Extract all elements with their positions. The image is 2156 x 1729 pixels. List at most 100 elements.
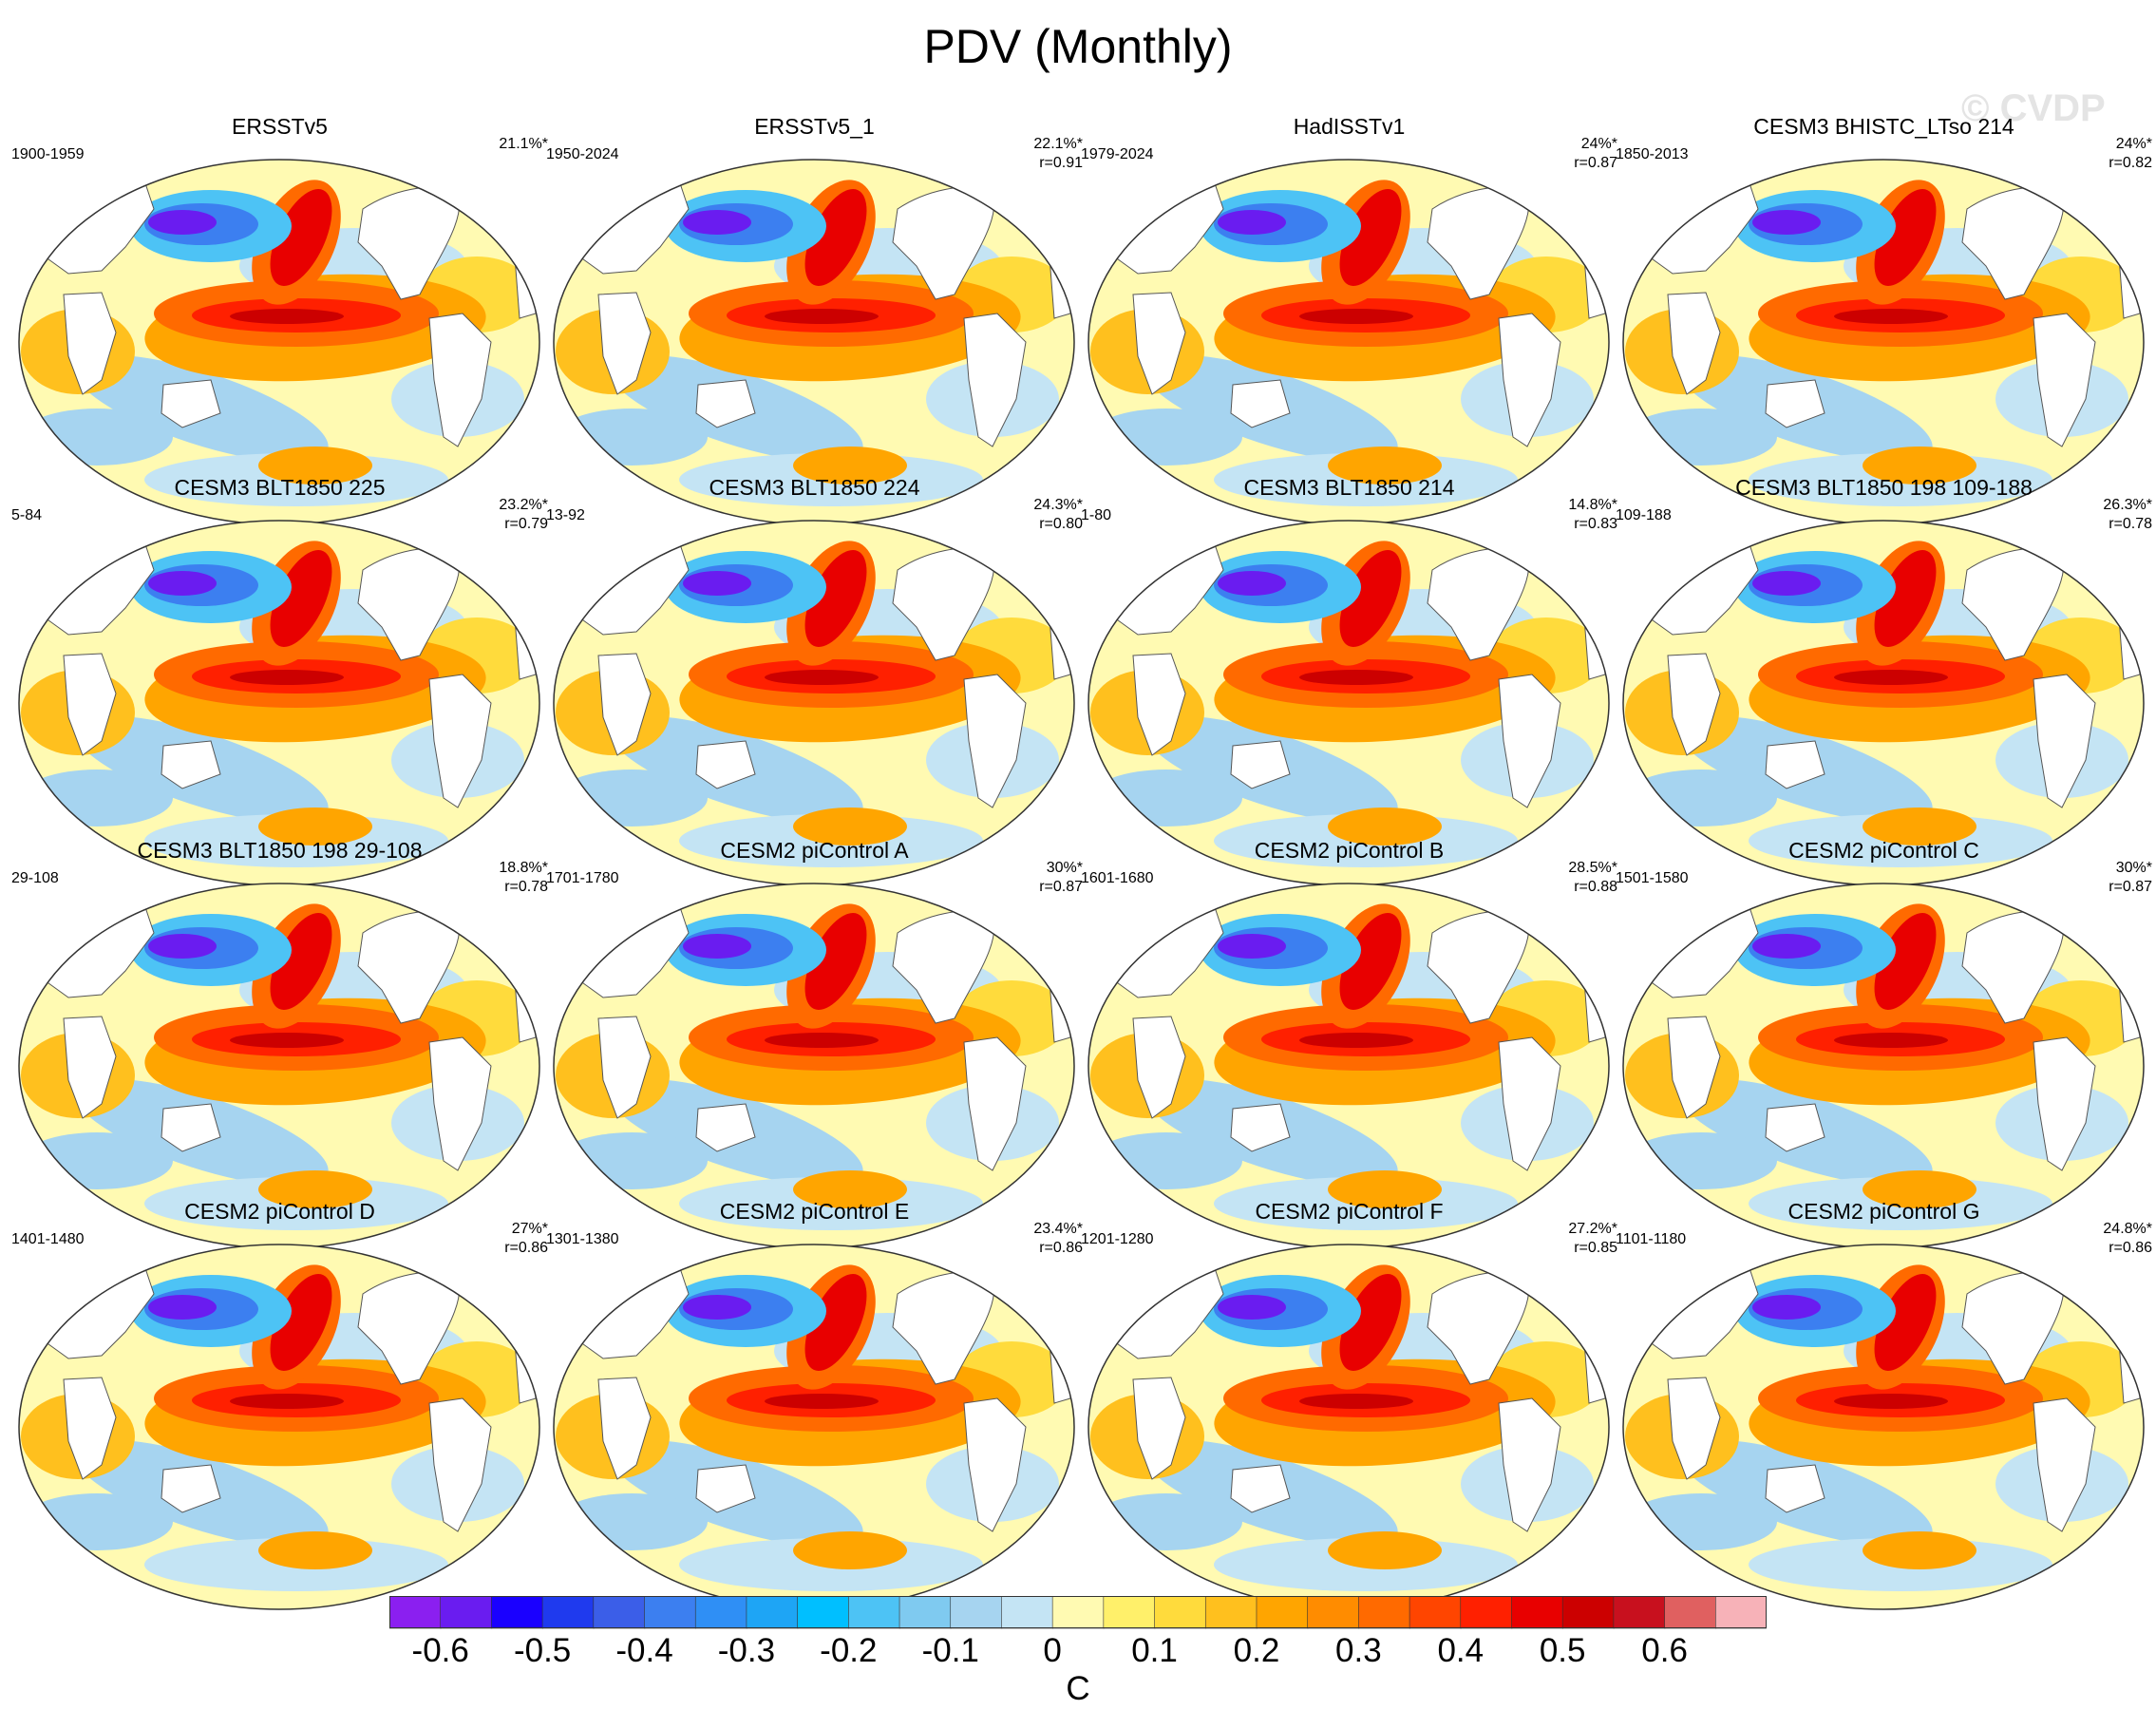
panel-correlation: r=0.78 (504, 879, 548, 895)
colorbar-bin (644, 1596, 697, 1629)
colorbar-bin (797, 1596, 850, 1629)
panel-variance-pct: 14.8%* (1568, 497, 1617, 513)
panel-title: ERSSTv5 (232, 114, 328, 139)
map-panel: CESM3 BLT1850 214 1-80 14.8%* r=0.83 (1081, 475, 1617, 902)
panel-variance-pct: 30%* (1046, 860, 1083, 876)
panel-title: CESM3 BLT1850 225 (174, 475, 386, 500)
panel-title: ERSSTv5_1 (754, 114, 875, 139)
panel-years: 5-84 (11, 507, 43, 523)
panel-stats: 27.2%* r=0.85 (1568, 1220, 1617, 1258)
panel-stats: 14.8%* r=0.83 (1568, 496, 1617, 534)
colorbar-bin (1001, 1596, 1053, 1629)
map-panel: CESM3 BLT1850 225 5-84 23.2%* r=0.79 (11, 475, 548, 902)
panel-variance-pct: 18.8%* (499, 860, 548, 876)
colorbar-bin (1204, 1596, 1258, 1629)
panel-variance-pct: 24%* (1580, 136, 1617, 152)
colorbar-tick-label: -0.1 (921, 1632, 979, 1669)
pdv-pattern-map (18, 520, 540, 886)
panel-variance-pct: 24%* (2115, 136, 2152, 152)
colorbar-bin (694, 1596, 747, 1629)
pdv-pattern-map (553, 159, 1075, 525)
panel-correlation: r=0.80 (1039, 516, 1083, 532)
panel-correlation: r=0.86 (504, 1240, 548, 1256)
pdv-pattern-map (1622, 520, 2145, 886)
colorbar-bin (1613, 1596, 1666, 1629)
panel-years: 1-80 (1081, 507, 1112, 523)
colorbar-bin (950, 1596, 1003, 1629)
colorbar-bin (1714, 1596, 1767, 1629)
panel-title: HadISSTv1 (1293, 114, 1406, 139)
pdv-pattern-map (1087, 520, 1610, 886)
map-panel: ERSSTv5_1 1950-2024 22.1%* r=0.91 (546, 114, 1083, 542)
panel-correlation: r=0.91 (1039, 155, 1083, 171)
pdv-pattern-map (18, 1244, 540, 1610)
panel-title: CESM2 piControl C (1788, 838, 1979, 863)
colorbar-bin (898, 1596, 952, 1629)
map-panel: CESM2 piControl D 1401-1480 27%* r=0.86 (11, 1199, 548, 1626)
panel-years: 13-92 (546, 507, 585, 523)
colorbar-bin (848, 1596, 900, 1629)
pdv-pattern-map (553, 520, 1075, 886)
panel-correlation: r=0.85 (1574, 1240, 1617, 1256)
map-panel: CESM2 piControl C 1501-1580 30%* r=0.87 (1616, 838, 2152, 1265)
colorbar-tick-label: 0.2 (1233, 1632, 1280, 1669)
colorbar-tick-label: -0.3 (717, 1632, 776, 1669)
panel-stats: 28.5%* r=0.88 (1568, 859, 1617, 897)
panel-variance-pct: 27.2%* (1568, 1221, 1617, 1237)
colorbar-bin (1358, 1596, 1410, 1629)
colorbar-bin (1256, 1596, 1309, 1629)
colorbar-bin (746, 1596, 799, 1629)
colorbar-tick-label: -0.4 (615, 1632, 673, 1669)
panel-years: 1701-1780 (546, 870, 619, 886)
panel-correlation: r=0.82 (2109, 155, 2152, 171)
pdv-pattern-map (1622, 883, 2145, 1249)
colorbar-bin (1154, 1596, 1207, 1629)
panel-stats: 23.4%* r=0.86 (1033, 1220, 1083, 1258)
colorbar-tick-label: 0.3 (1335, 1632, 1382, 1669)
panel-variance-pct: 21.1%* (499, 136, 548, 152)
figure-title: PDV (Monthly) (923, 20, 1233, 73)
pdv-pattern-map (1087, 883, 1610, 1249)
map-panel: CESM3 BLT1850 198 109-188 109-188 26.3%* r=… (1616, 475, 2152, 902)
map-panel: CESM2 piControl A 1701-1780 30%* r=0.87 (546, 838, 1083, 1265)
panel-variance-pct: 24.3%* (1033, 497, 1083, 513)
pdv-pattern-map (1087, 1244, 1610, 1610)
panel-variance-pct: 27%* (511, 1221, 548, 1237)
colorbar-tick-label: 0.1 (1131, 1632, 1178, 1669)
colorbar (389, 1596, 1767, 1629)
map-panel: CESM2 piControl G 1101-1180 24.8%* r=0.86 (1616, 1199, 2152, 1626)
panel-stats: 18.8%* r=0.78 (499, 859, 548, 897)
panel-title: CESM2 piControl F (1255, 1199, 1444, 1224)
panel-stats: 22.1%* r=0.91 (1033, 135, 1083, 173)
panel-variance-pct: 24.8%* (2103, 1221, 2152, 1237)
map-panel: ERSSTv5 1900-1959 21.1%* (11, 114, 548, 542)
panel-title: CESM2 piControl D (184, 1199, 375, 1224)
panel-title: CESM3 BLT1850 224 (709, 475, 920, 500)
map-panel: CESM3 BLT1850 224 13-92 24.3%* r=0.80 (546, 475, 1083, 902)
panel-years: 1601-1680 (1081, 870, 1154, 886)
panel-stats: 26.3%* r=0.78 (2103, 496, 2152, 534)
panel-title: CESM3 BLT1850 198 29-108 (137, 838, 423, 863)
panel-variance-pct: 28.5%* (1568, 860, 1617, 876)
colorbar-tick-label: 0.6 (1641, 1632, 1688, 1669)
panel-stats: 24%* r=0.87 (1574, 135, 1617, 173)
panel-correlation: r=0.87 (1574, 155, 1617, 171)
panel-years: 1850-2013 (1616, 146, 1689, 162)
panel-stats: 21.1%* (499, 135, 548, 154)
panel-variance-pct: 22.1%* (1033, 136, 1083, 152)
pdv-pattern-map (1622, 1244, 2145, 1610)
panel-variance-pct: 26.3%* (2103, 497, 2152, 513)
colorbar-tick-label: -0.2 (820, 1632, 878, 1669)
colorbar-bin (1307, 1596, 1360, 1629)
panel-stats: 30%* r=0.87 (2109, 859, 2152, 897)
colorbar-bin (1460, 1596, 1513, 1629)
panel-years: 1979-2024 (1081, 146, 1154, 162)
colorbar-bin (1409, 1596, 1462, 1629)
colorbar-units-label: C (1066, 1670, 1090, 1707)
panel-years: 29-108 (11, 870, 59, 886)
pdv-pattern-map (1087, 159, 1610, 525)
panel-years: 1401-1480 (11, 1231, 85, 1247)
panel-correlation: r=0.86 (1039, 1240, 1083, 1256)
panel-title: CESM3 BLT1850 198 109-188 (1735, 475, 2033, 500)
colorbar-bin (1051, 1596, 1105, 1629)
